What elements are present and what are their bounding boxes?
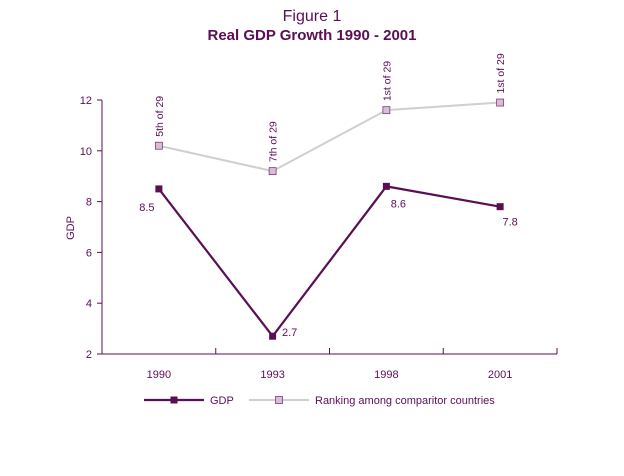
legend-ranking-marker bbox=[275, 396, 283, 404]
plot-area: 2 4 6 8 10 12 1990 1993 1998 2001 5th of 29 7th of … bbox=[80, 53, 558, 381]
ranking-point bbox=[268, 167, 277, 176]
legend-ranking-label: Ranking among comparitor countries bbox=[315, 395, 495, 407]
gdp-point bbox=[155, 185, 163, 193]
ranking-data-label: 7th of 29 bbox=[268, 121, 280, 162]
y-tick-label: 12 bbox=[80, 95, 92, 107]
y-axis-label: GDP bbox=[65, 216, 77, 240]
gdp-data-label: 8.6 bbox=[391, 198, 406, 210]
x-tick-label: 1990 bbox=[147, 369, 171, 381]
gdp-point bbox=[269, 332, 277, 340]
ranking-data-label: 5th of 29 bbox=[154, 96, 166, 137]
figure-number: Figure 1 bbox=[283, 8, 342, 25]
gdp-series-line bbox=[158, 185, 501, 339]
ranking-point bbox=[154, 141, 163, 150]
y-tick-label: 10 bbox=[80, 146, 92, 158]
legend-gdp-marker bbox=[170, 396, 178, 404]
ranking-point bbox=[496, 98, 505, 107]
y-tick-label: 6 bbox=[86, 247, 92, 259]
ranking-series-line bbox=[158, 101, 501, 173]
gdp-point bbox=[382, 182, 390, 190]
gdp-data-label: 8.5 bbox=[139, 202, 154, 214]
chart-title: Real GDP Growth 1990 - 2001 bbox=[208, 27, 417, 44]
gdp-point bbox=[496, 203, 504, 211]
ranking-point bbox=[382, 106, 391, 115]
ranking-data-label: 1st of 29 bbox=[495, 53, 507, 93]
y-tick-label: 4 bbox=[86, 298, 92, 310]
legend-gdp-label: GDP bbox=[210, 395, 234, 407]
gdp-data-label: 7.8 bbox=[502, 217, 517, 229]
legend: GDP Ranking among comparitor countries bbox=[144, 395, 495, 407]
ranking-data-label: 1st of 29 bbox=[381, 61, 393, 101]
y-tick-label: 8 bbox=[86, 197, 92, 209]
x-tick-label: 1998 bbox=[374, 369, 398, 381]
gdp-data-label: 2.7 bbox=[282, 327, 297, 339]
y-tick-label: 2 bbox=[86, 349, 92, 361]
x-tick-label: 2001 bbox=[488, 369, 512, 381]
x-tick-label: 1993 bbox=[260, 369, 284, 381]
